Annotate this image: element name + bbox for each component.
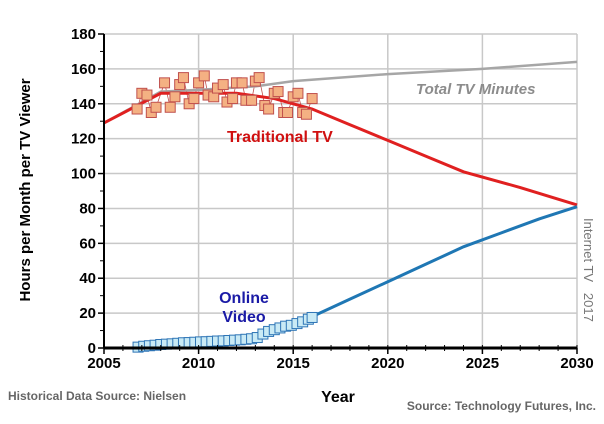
- axes: 0 20 40 60 80 100 120 140 160 180 2005 2010 2015 2020…: [71, 26, 594, 372]
- y-tick-label: 140: [71, 96, 96, 113]
- traditional-data-point: [169, 91, 181, 103]
- series-line-traditional-tv: [103, 91, 578, 207]
- x-tick-label: 2005: [87, 355, 120, 372]
- label-online-2: Video: [222, 309, 266, 326]
- traditional-data-point: [177, 72, 189, 84]
- y-tick-label: 0: [88, 340, 96, 357]
- markers: [131, 70, 318, 353]
- series-line-online-video: [311, 205, 578, 318]
- label-traditional-tv: Traditional TV: [227, 129, 333, 146]
- traditional-data-point: [292, 87, 304, 99]
- traditional-data-point: [227, 93, 239, 105]
- y-tick-label: 40: [79, 270, 96, 287]
- traditional-data-point: [306, 93, 318, 105]
- traditional-data-point: [159, 77, 171, 89]
- y-tick-label: 180: [71, 26, 96, 43]
- series-line-total-tv-minutes: [103, 60, 578, 125]
- traditional-data-point: [282, 107, 294, 118]
- traditional-data-point: [217, 79, 229, 91]
- traditional-data-point: [246, 94, 258, 106]
- y-tick-label: 20: [79, 305, 96, 322]
- y-tick-label: 100: [71, 166, 96, 183]
- traditional-data-point: [272, 86, 284, 98]
- y-tick-label: 80: [79, 200, 96, 217]
- traditional-data-point: [198, 70, 210, 82]
- traditional-data-point: [141, 89, 153, 101]
- traditional-data-point: [131, 103, 143, 115]
- x-tick-label: 2030: [560, 355, 593, 372]
- x-tick-label: 2025: [466, 355, 499, 372]
- y-tick-label: 160: [71, 61, 96, 78]
- x-tick-label: 2010: [182, 355, 215, 372]
- footer-right: Source: Technology Futures, Inc.: [407, 399, 596, 413]
- traditional-data-point: [263, 103, 275, 115]
- traditional-data-point: [188, 93, 200, 105]
- traditional-data-point: [300, 108, 312, 120]
- label-internet-tv: Internet TV 2017: [581, 218, 596, 322]
- y-axis-label: Hours per Month per TV Viewer: [17, 78, 34, 301]
- y-tick-label: 60: [79, 235, 96, 252]
- traditional-data-point: [193, 77, 205, 89]
- x-axis-label: Year: [321, 389, 355, 406]
- traditional-data-point: [236, 77, 248, 89]
- traditional-data-point: [164, 101, 176, 113]
- label-total-tv: Total TV Minutes: [416, 81, 535, 98]
- traditional-data-point: [150, 101, 162, 113]
- online-data-point: [306, 311, 318, 323]
- y-tick-label: 120: [71, 131, 96, 148]
- x-tick-label: 2015: [277, 355, 310, 372]
- x-tick-label: 2020: [371, 355, 404, 372]
- traditional-data-point: [253, 72, 265, 84]
- label-online-1: Online: [219, 290, 269, 307]
- footer-left: Historical Data Source: Nielsen: [8, 389, 186, 403]
